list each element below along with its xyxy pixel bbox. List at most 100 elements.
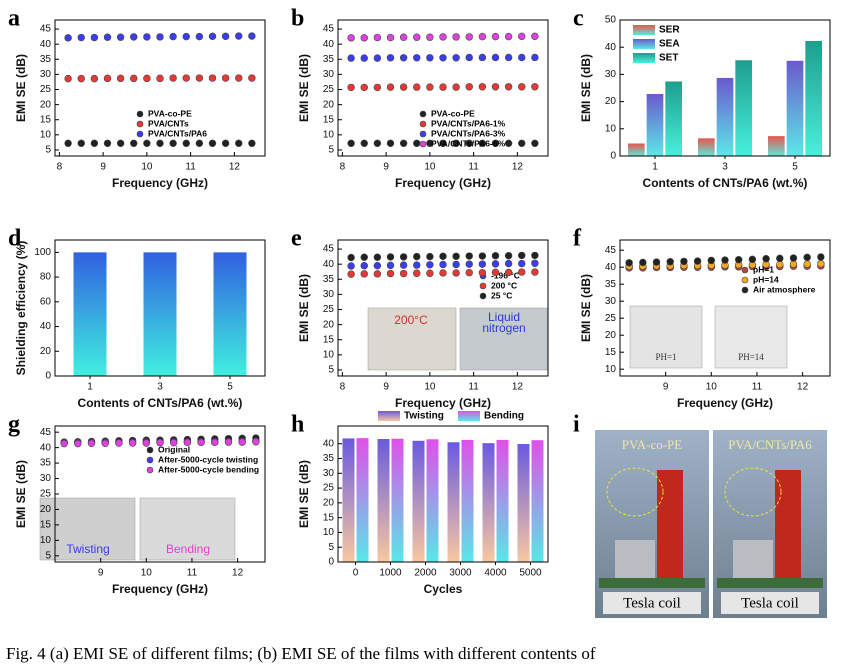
legend-label: SET (659, 53, 678, 64)
data-point (235, 32, 243, 40)
x-tick-label: 9 (98, 568, 104, 579)
x-tick-label: 9 (383, 162, 389, 173)
y-tick-label: 15 (605, 347, 617, 358)
y-tick-label: 0 (328, 557, 334, 568)
x-axis-label: Frequency (GHz) (112, 176, 208, 190)
data-point (221, 32, 230, 41)
annotation: PH=14 (738, 352, 764, 362)
data-point (101, 439, 109, 448)
data-point (360, 34, 368, 42)
x-tick-label: 12 (229, 162, 241, 173)
photo (595, 430, 709, 618)
data-point (452, 260, 460, 269)
heatsink (733, 540, 773, 578)
data-point (478, 252, 487, 260)
bar (646, 93, 664, 156)
data-point (143, 33, 151, 41)
panel-label: g (8, 412, 20, 438)
x-tick-label: 12 (512, 162, 524, 173)
data-point (504, 268, 513, 277)
data-point (360, 270, 368, 278)
photo-label: Tesla coil (623, 595, 681, 611)
board (717, 578, 823, 588)
x-tick-label: 12 (797, 382, 809, 393)
bar (342, 438, 355, 562)
legend-marker (419, 130, 427, 138)
data-point (452, 54, 460, 62)
y-tick-label: 30 (40, 473, 52, 484)
y-tick-label: 60 (40, 296, 52, 307)
inset-photo (714, 305, 788, 369)
y-tick-label: 10 (40, 535, 52, 546)
data-point (399, 139, 408, 148)
data-point (235, 74, 243, 82)
data-point (128, 439, 137, 447)
data-point (776, 254, 784, 263)
data-point (248, 74, 256, 82)
panel-label: c (573, 6, 584, 32)
x-tick-label: 9 (100, 162, 106, 173)
data-point (426, 269, 434, 277)
data-point (439, 269, 447, 277)
annotation: Bending (166, 542, 210, 556)
data-point (77, 74, 85, 83)
y-tick-label: 40 (40, 39, 52, 50)
data-point (439, 33, 447, 41)
y-tick-label: 5 (45, 550, 51, 561)
data-point (478, 32, 487, 41)
data-point (491, 83, 500, 91)
legend-marker (741, 266, 749, 274)
bar (496, 439, 509, 562)
data-point (491, 32, 500, 41)
y-tick-label: 10 (323, 349, 335, 360)
data-point (491, 252, 500, 260)
y-tick-label: 5 (328, 365, 334, 376)
x-tick-label: 0 (353, 568, 359, 579)
data-point (221, 139, 230, 148)
bar (213, 252, 247, 376)
panel-label: d (8, 226, 22, 252)
legend-label: 25 °C (491, 290, 512, 300)
data-point (90, 33, 99, 42)
legend-label: PVA/CNTs/PA6-5% (431, 138, 506, 148)
x-tick-label: 1 (87, 382, 93, 393)
bar (698, 138, 715, 156)
data-point (531, 53, 539, 62)
bar (805, 40, 822, 156)
data-point (238, 438, 246, 446)
x-tick-label: 3 (722, 162, 728, 173)
panel-label: i (573, 412, 580, 438)
plot-frame (54, 425, 266, 563)
bar (786, 60, 804, 156)
legend-swatch (378, 411, 400, 421)
x-tick-label: 10 (141, 568, 153, 579)
panel-label: h (291, 412, 304, 438)
x-tick-label: 5 (227, 382, 233, 393)
data-point (224, 438, 233, 446)
data-point (734, 256, 743, 264)
y-tick-label: 25 (323, 304, 335, 315)
plot-frame (337, 239, 549, 377)
y-axis-label: EMI SE (dB) (579, 54, 593, 122)
bar (735, 60, 752, 157)
data-point (680, 257, 688, 266)
y-tick-label: 15 (40, 520, 52, 531)
data-point (465, 268, 473, 277)
x-tick-label: 9 (383, 382, 389, 393)
x-tick-label: 10 (141, 162, 153, 173)
legend-marker (136, 120, 144, 128)
x-tick-label: 10 (424, 162, 436, 173)
bar (447, 442, 460, 562)
y-tick-label: 50 (605, 15, 617, 26)
data-point (478, 268, 487, 277)
y-tick-label: 20 (323, 99, 335, 110)
data-point (169, 74, 177, 82)
bar (531, 440, 544, 562)
data-point (373, 270, 382, 278)
data-point (721, 256, 729, 264)
data-point (195, 74, 204, 82)
data-point (465, 139, 473, 148)
x-axis-label: Contents of CNTs/PA6 (wt.%) (78, 396, 243, 410)
legend-label: SEA (659, 39, 680, 50)
y-tick-label: 35 (40, 458, 52, 469)
